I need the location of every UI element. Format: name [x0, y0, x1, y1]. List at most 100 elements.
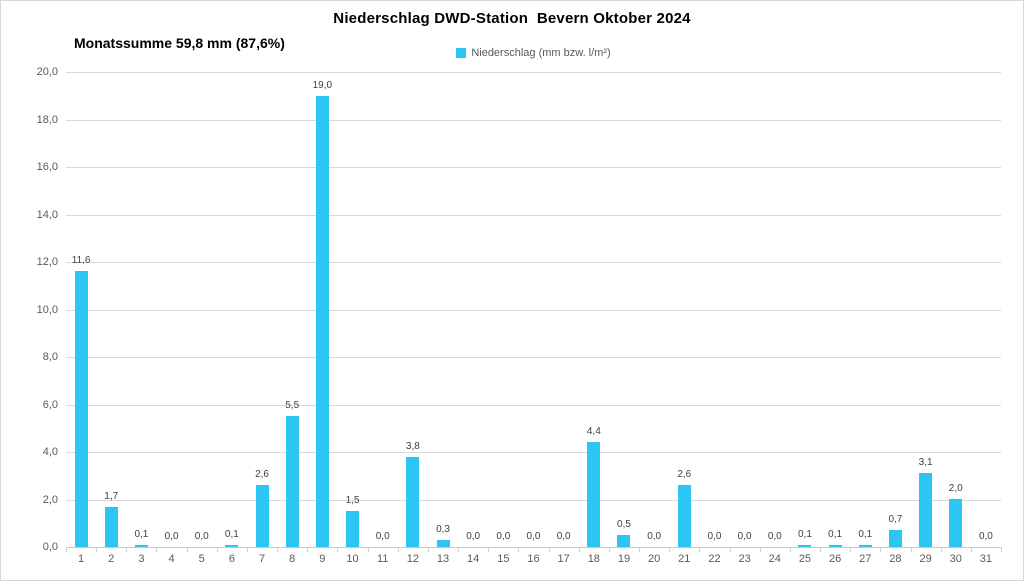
x-tick-mark — [126, 547, 128, 552]
bar-value-label: 3,1 — [918, 457, 933, 468]
y-tick-label: 12,0 — [36, 256, 58, 268]
x-tick-mark — [216, 547, 218, 552]
bar-value-label: 19,0 — [312, 80, 333, 91]
y-tick-label: 18,0 — [36, 113, 58, 126]
bar-value-label: 3,8 — [405, 441, 420, 452]
x-tick-label: 27 — [859, 553, 872, 565]
bar-value-label: 0,0 — [194, 531, 209, 542]
gridline — [66, 499, 1001, 501]
gridline — [66, 452, 1001, 453]
x-tick-mark — [186, 547, 188, 552]
x-tick-mark — [277, 547, 279, 552]
bar-value-label: 0,1 — [828, 529, 843, 540]
bar-day-19 — [617, 535, 631, 547]
x-tick-label: 15 — [497, 553, 510, 565]
bar-day-6 — [225, 545, 239, 547]
x-tick-label: 18 — [587, 553, 600, 565]
x-tick-label: 21 — [678, 553, 691, 565]
bar-value-label: 2,6 — [255, 469, 269, 480]
gridline — [66, 167, 1001, 168]
x-tick-mark — [639, 547, 641, 552]
x-tick-mark — [518, 547, 520, 552]
x-tick-mark — [307, 547, 309, 552]
x-tick-mark — [669, 547, 671, 552]
bar-value-label: 0,0 — [647, 531, 662, 542]
x-tick-mark — [156, 547, 158, 552]
bar-day-21 — [677, 485, 691, 547]
x-tick-label: 20 — [648, 553, 661, 565]
bar-day-10 — [346, 511, 360, 547]
bar-day-8 — [285, 416, 299, 547]
bar-value-label: 0,0 — [767, 531, 782, 542]
bar-value-label: 1,5 — [345, 495, 360, 506]
x-tick-label: 30 — [949, 553, 962, 565]
bar-day-1 — [74, 271, 88, 547]
x-tick-mark — [850, 547, 852, 552]
bar-value-label: 11,6 — [71, 255, 91, 266]
x-tick-mark — [699, 547, 701, 552]
x-tick-label: 12 — [406, 553, 419, 565]
x-tick-mark — [397, 547, 399, 552]
chart-subtitle: Monatssumme 59,8 mm (87,6%) — [74, 35, 285, 51]
x-tick-mark — [548, 547, 550, 552]
y-tick-label: 0,0 — [42, 541, 58, 553]
x-tick-label: 10 — [346, 553, 359, 565]
gridline — [66, 72, 1001, 73]
legend: Niederschlag (mm bzw. l/m²) — [66, 46, 1001, 60]
x-tick-label: 29 — [919, 553, 932, 565]
bar-day-2 — [104, 507, 118, 547]
x-tick-label: 31 — [979, 553, 993, 565]
x-tick-label: 19 — [617, 553, 631, 565]
x-tick-mark — [578, 547, 580, 552]
x-tick-mark — [940, 547, 942, 552]
bar-day-18 — [587, 442, 601, 547]
bar-day-26 — [828, 545, 842, 547]
x-tick-mark — [488, 547, 490, 552]
y-tick-label: 16,0 — [36, 161, 58, 173]
x-tick-mark — [759, 547, 761, 552]
x-tick-label: 25 — [798, 553, 812, 565]
bar-value-label: 0,0 — [375, 531, 390, 542]
y-tick-label: 20,0 — [36, 66, 58, 78]
bar-value-label: 0,7 — [888, 514, 903, 525]
y-tick-label: 8,0 — [42, 351, 58, 363]
bar-day-9 — [315, 96, 329, 547]
x-tick-mark — [427, 547, 429, 552]
bar-value-label: 2,0 — [948, 483, 963, 494]
y-tick-label: 10,0 — [36, 303, 58, 316]
x-tick-mark — [246, 547, 248, 552]
bar-value-label: 5,5 — [285, 400, 300, 411]
x-tick-mark — [789, 547, 791, 552]
bar-value-label: 0,0 — [164, 531, 179, 542]
bar-day-29 — [919, 473, 933, 547]
x-axis-line — [66, 547, 1001, 548]
bar-value-label: 0,5 — [617, 519, 631, 530]
gridline — [66, 357, 1001, 358]
x-tick-mark — [66, 547, 67, 552]
bar-value-label: 2,6 — [677, 469, 692, 480]
x-tick-mark — [96, 547, 98, 552]
bar-value-label: 0,0 — [707, 531, 722, 542]
bar-day-27 — [858, 545, 872, 547]
x-tick-mark — [910, 547, 912, 552]
gridline — [66, 119, 1001, 121]
x-tick-mark — [970, 547, 972, 552]
bar-day-13 — [436, 540, 450, 547]
x-tick-label: 1 — [78, 553, 85, 565]
bar-value-label: 0,1 — [858, 529, 873, 540]
bar-value-label: 1,7 — [104, 491, 119, 502]
bar-value-label: 4,4 — [586, 426, 601, 437]
x-tick-label: 24 — [768, 553, 781, 565]
y-tick-label: 2,0 — [42, 493, 58, 506]
x-tick-label: 13 — [436, 553, 450, 565]
x-tick-label: 22 — [708, 553, 721, 565]
x-tick-mark — [880, 547, 882, 552]
y-tick-label: 4,0 — [42, 446, 58, 458]
bar-value-label: 0,0 — [978, 531, 993, 542]
bar-value-label: 0,0 — [466, 531, 481, 542]
x-tick-label: 23 — [738, 553, 751, 565]
bar-day-12 — [406, 457, 420, 547]
gridline — [66, 404, 1001, 406]
gridline — [66, 214, 1001, 216]
bar-day-30 — [949, 499, 963, 547]
